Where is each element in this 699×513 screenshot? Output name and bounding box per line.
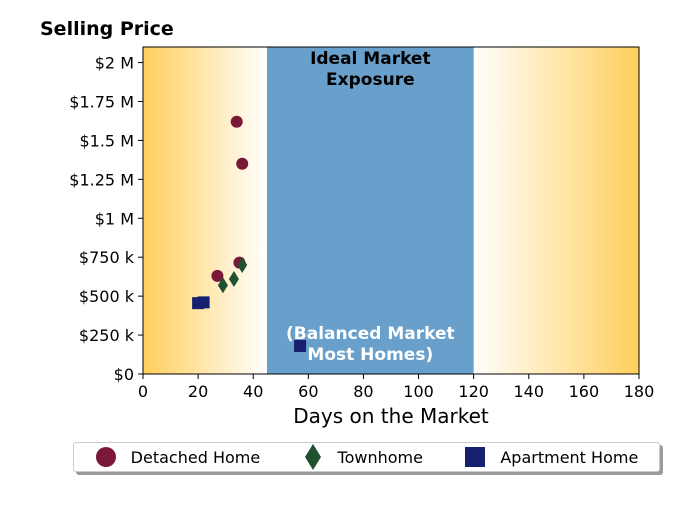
x-tick-label: 40 bbox=[243, 382, 263, 401]
ideal-exposure-band bbox=[267, 47, 474, 374]
x-tick-label: 80 bbox=[353, 382, 373, 401]
detached-home-point bbox=[236, 157, 249, 170]
ideal-band-bottom-label: (Balanced Market Most Homes) bbox=[286, 324, 455, 365]
y-tick-label: $1.25 M bbox=[69, 170, 134, 189]
y-tick-label: $500 k bbox=[79, 287, 135, 306]
legend-item-townhome: Townhome bbox=[302, 444, 423, 470]
y-tick-label: $0 bbox=[114, 365, 134, 384]
legend-item-detached: Detached Home bbox=[95, 446, 261, 468]
data-points bbox=[192, 115, 307, 352]
y-tick-label: $750 k bbox=[79, 248, 135, 267]
y-tick-label: $1.5 M bbox=[79, 131, 134, 150]
x-tick-label: 140 bbox=[514, 382, 545, 401]
circle-marker-icon bbox=[95, 446, 117, 468]
x-tick-label: 160 bbox=[569, 382, 600, 401]
x-tick-label: 60 bbox=[298, 382, 318, 401]
x-tick-label: 100 bbox=[403, 382, 434, 401]
left-gradient-region bbox=[143, 47, 267, 374]
legend-label: Detached Home bbox=[130, 447, 261, 467]
x-tick-label: 0 bbox=[138, 382, 148, 401]
x-axis-label: Days on the Market bbox=[293, 404, 489, 428]
x-axis: 0 20 40 60 80 100 120 140 160 180 bbox=[138, 374, 654, 401]
diamond-marker-icon bbox=[302, 444, 324, 470]
detached-home-point bbox=[211, 269, 224, 282]
square-marker-icon bbox=[464, 446, 486, 468]
y-tick-label: $1 M bbox=[95, 209, 134, 228]
legend-label: Townhome bbox=[337, 447, 423, 467]
right-gradient-region bbox=[473, 47, 639, 374]
x-tick-label: 20 bbox=[188, 382, 208, 401]
legend: Detached Home Townhome Apartment Home bbox=[73, 442, 660, 472]
legend-item-apartment: Apartment Home bbox=[464, 446, 638, 468]
scatter-chart: Selling Price Ideal Market Exposure (Bala… bbox=[40, 18, 654, 428]
townhome-point bbox=[217, 277, 228, 294]
apartment-home-point bbox=[294, 339, 307, 352]
townhome-point bbox=[228, 271, 239, 288]
y-tick-label: $1.75 M bbox=[69, 93, 134, 112]
x-tick-label: 120 bbox=[458, 382, 489, 401]
plot-frame bbox=[142, 46, 640, 375]
chart-title: Selling Price bbox=[40, 18, 174, 40]
apartment-home-point bbox=[197, 296, 210, 309]
y-axis: $0 $250 k $500 k $750 k $1 M $1.25 M $1.5 M $1.… bbox=[69, 54, 143, 384]
townhome-point bbox=[237, 257, 248, 273]
y-tick-label: $250 k bbox=[79, 326, 135, 345]
detached-home-point bbox=[230, 115, 243, 128]
legend-label: Apartment Home bbox=[500, 447, 639, 467]
y-tick-label: $2 M bbox=[95, 54, 134, 73]
x-tick-label: 180 bbox=[624, 382, 655, 401]
ideal-band-top-label: Ideal Market Exposure bbox=[310, 49, 431, 90]
